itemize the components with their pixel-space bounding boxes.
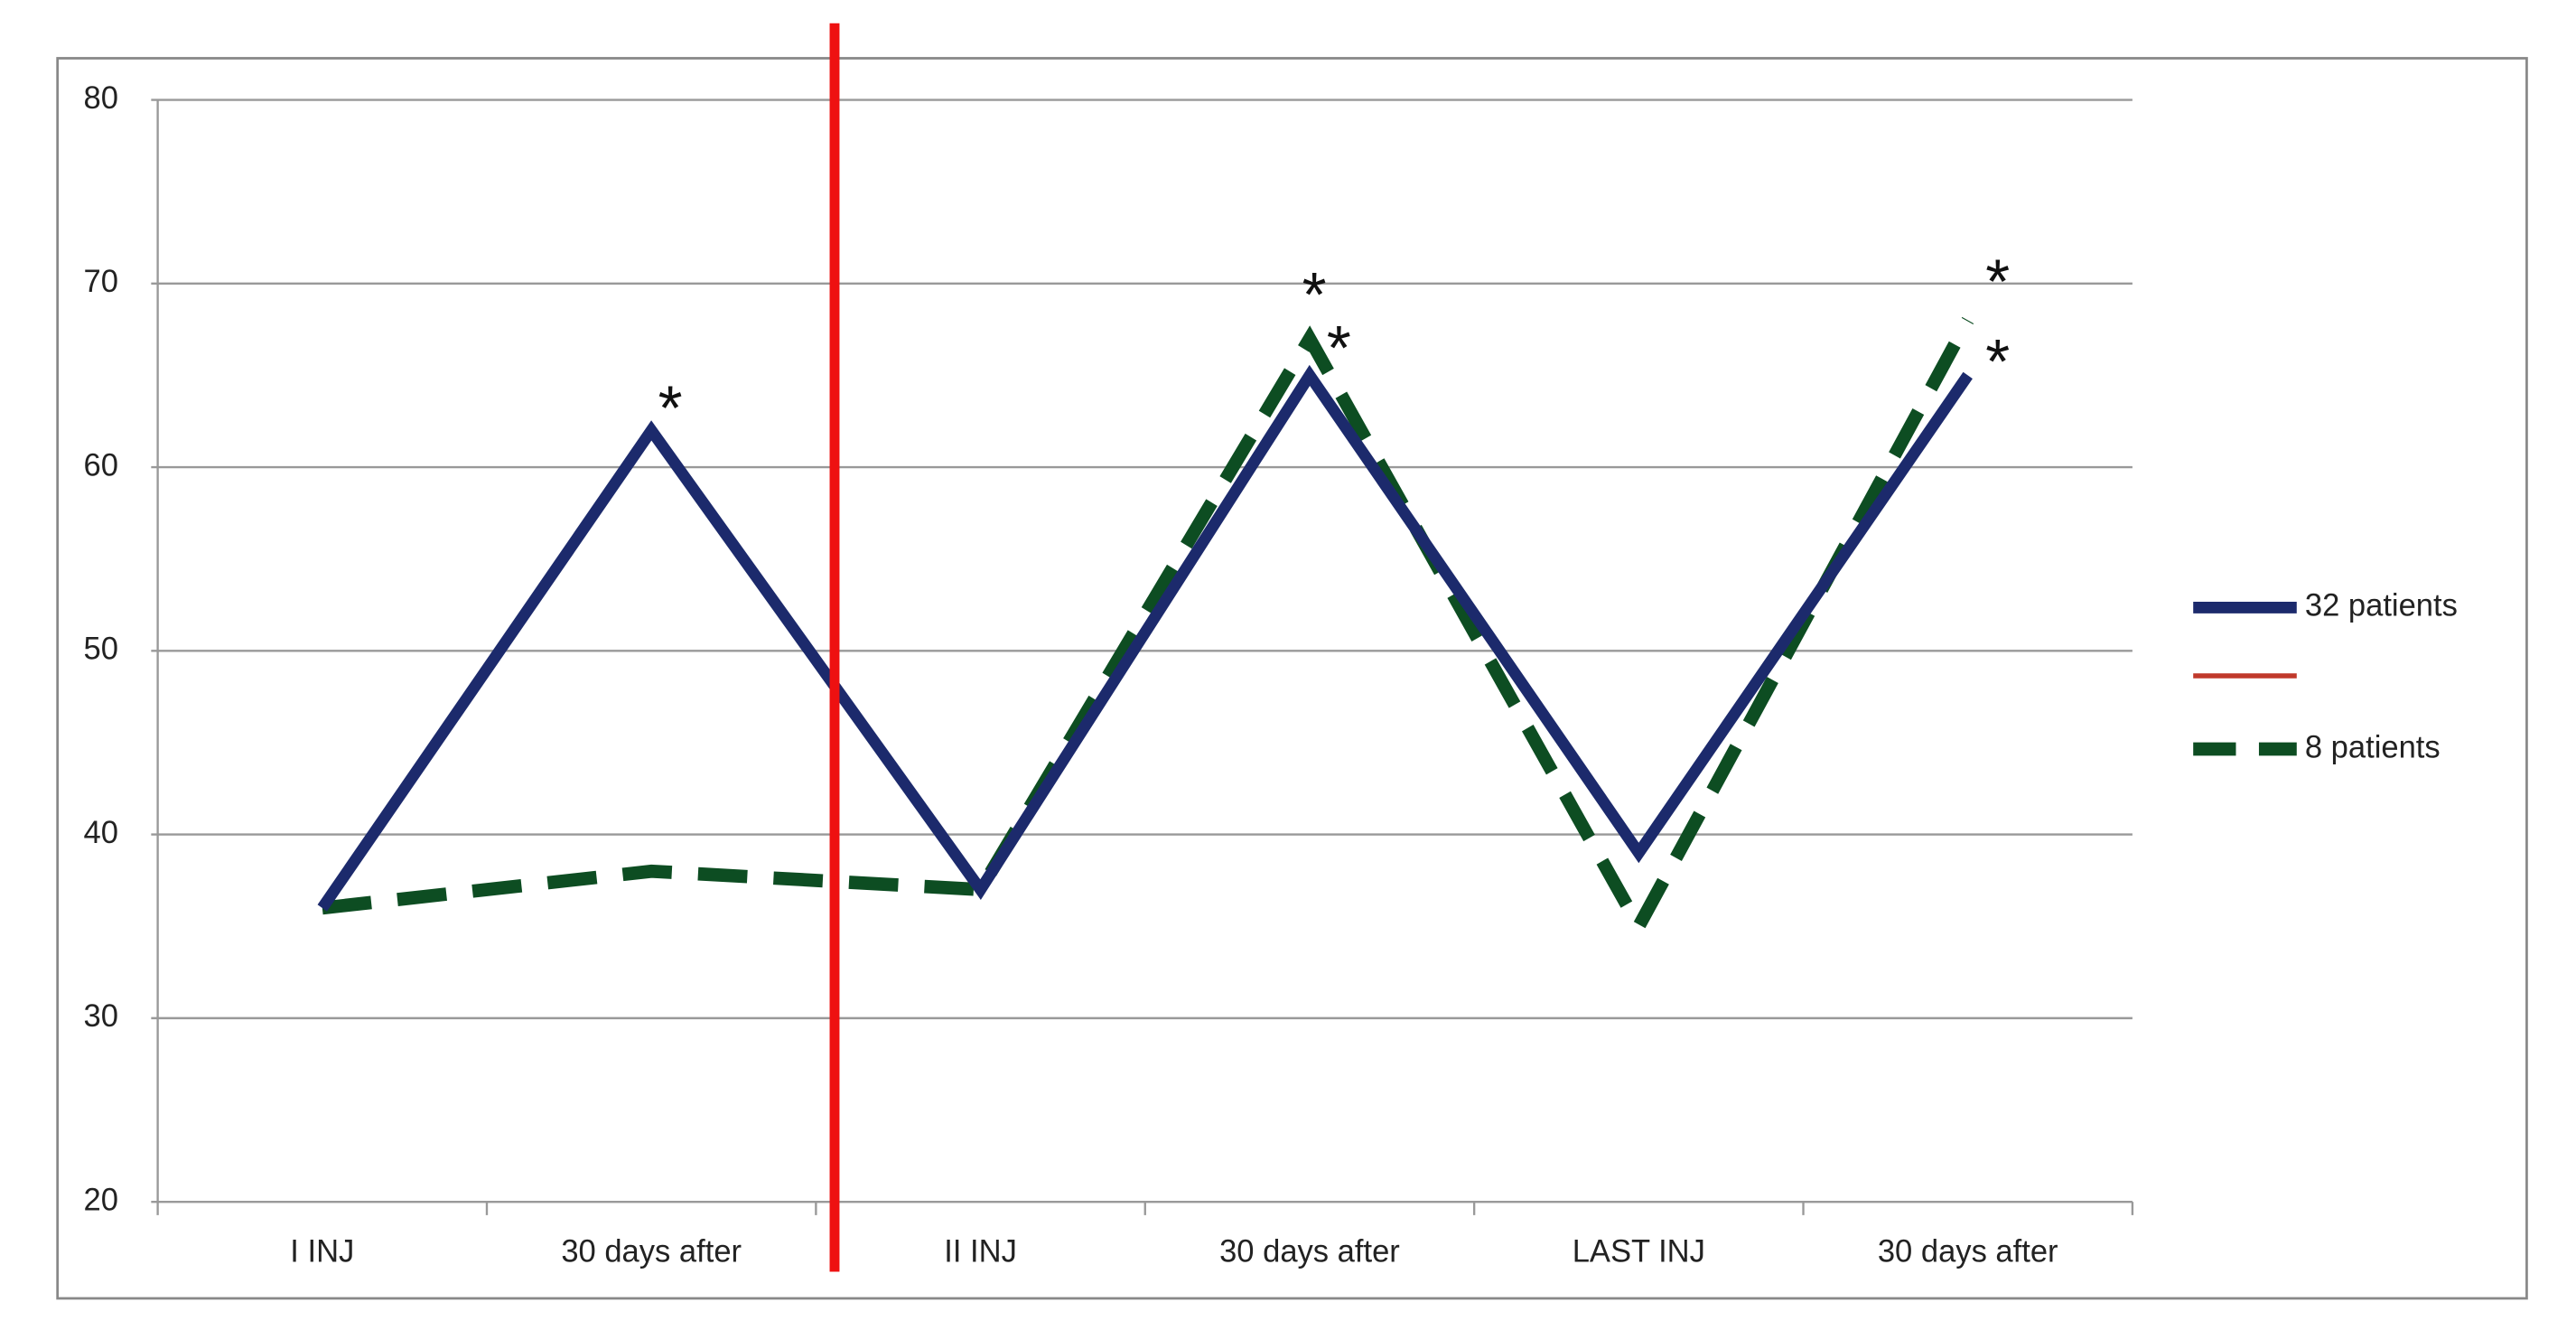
- x-tick-label: LAST INJ: [1573, 1234, 1705, 1269]
- x-tick-label: 30 days after: [1878, 1234, 2058, 1269]
- series-line: [317, 364, 1973, 912]
- y-tick-label: 60: [84, 448, 118, 482]
- chart-frame: [56, 57, 2528, 1300]
- y-tick-label: 40: [84, 816, 118, 850]
- y-tick-label: 70: [84, 265, 118, 299]
- y-tick-label: 80: [84, 81, 118, 116]
- legend-label: 32 patients: [2305, 588, 2458, 623]
- y-tick-label: 30: [84, 999, 118, 1034]
- annotation: *: [1327, 313, 1351, 383]
- y-tick-label: 20: [84, 1183, 118, 1217]
- annotation: *: [658, 372, 683, 443]
- series-line: [322, 316, 1974, 941]
- x-tick-label: II INJ: [944, 1234, 1017, 1269]
- legend-label: 8 patients: [2305, 730, 2441, 764]
- x-tick-label: 30 days after: [561, 1234, 742, 1269]
- annotation: *: [1302, 259, 1327, 330]
- x-tick-label: 30 days after: [1219, 1234, 1400, 1269]
- x-tick-label: I INJ: [290, 1234, 354, 1269]
- annotation: *: [1985, 325, 2010, 396]
- y-tick-label: 50: [84, 632, 118, 666]
- annotation: *: [1985, 246, 2010, 316]
